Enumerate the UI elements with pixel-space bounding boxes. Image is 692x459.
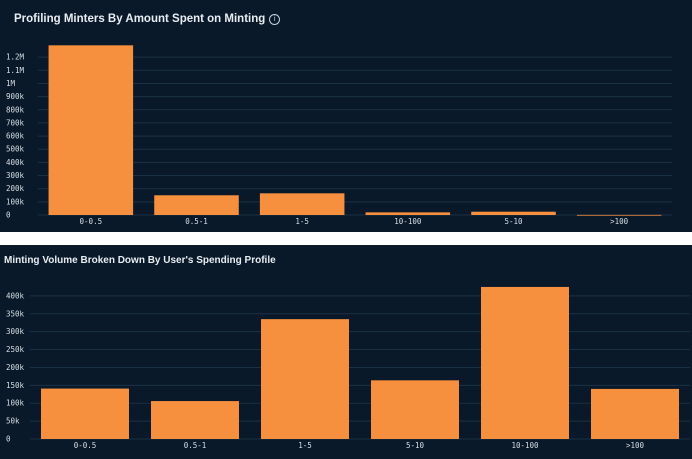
y-tick-label: 1M — [6, 79, 16, 88]
x-tick-label: 1-5 — [298, 441, 312, 450]
y-tick-label: 100k — [6, 399, 25, 408]
y-tick-label: 300k — [6, 327, 25, 336]
y-tick-label: 250k — [6, 345, 25, 354]
bar-5-10[interactable] — [371, 380, 459, 439]
x-tick-label: 5-10 — [406, 441, 425, 450]
x-tick-label: 0-0.5 — [74, 441, 97, 450]
x-tick-label: 0-0.5 — [80, 217, 103, 226]
bar-0-0.5[interactable] — [41, 388, 129, 439]
y-tick-label: 500k — [6, 145, 25, 154]
y-tick-label: 800k — [6, 105, 25, 114]
bar-chart-minters: 0 100k 200k 300k 400k 500k 600k 700k 800k 900k 1M 1… — [6, 45, 672, 226]
y-tick-label: 700k — [6, 118, 25, 127]
y-tick-label: 50k — [6, 417, 20, 426]
bar-10-100[interactable] — [481, 286, 569, 439]
y-tick-label: 200k — [6, 363, 25, 372]
bar-0.5-1[interactable] — [154, 195, 239, 215]
bar-0.5-1[interactable] — [151, 401, 239, 439]
x-tick-label: 0.5-1 — [184, 441, 207, 450]
x-tick-label: 10-100 — [511, 441, 539, 450]
bar-5-10[interactable] — [471, 211, 556, 215]
bar-10-100[interactable] — [365, 212, 451, 215]
x-tick-label: 5-10 — [504, 217, 523, 226]
y-tick-label: 200k — [6, 184, 25, 193]
chart-panel-minters: Profiling Minters By Amount Spent on Min… — [0, 0, 692, 232]
x-tick-label: 1-5 — [295, 217, 309, 226]
y-tick-label: 300k — [6, 171, 25, 180]
bar->100[interactable] — [576, 214, 662, 216]
y-tick-label: 0 — [6, 211, 11, 220]
x-tick-label: 0.5-1 — [185, 217, 208, 226]
x-tick-label: >100 — [626, 441, 645, 450]
y-tick-label: 150k — [6, 381, 25, 390]
bar-0-0.5[interactable] — [48, 45, 134, 215]
bar-1-5[interactable] — [261, 319, 349, 439]
chart-panel-volume: Minting Volume Broken Down By User's Spe… — [0, 245, 692, 459]
y-tick-label: 350k — [6, 309, 25, 318]
y-tick-label: 1.1M — [6, 66, 25, 75]
y-tick-label: 1.2M — [6, 53, 25, 62]
y-tick-label: 0 — [6, 435, 11, 444]
info-circle-icon[interactable]: i — [269, 14, 281, 25]
y-tick-label: 400k — [6, 291, 25, 300]
chart-title: Profiling Minters By Amount Spent on Min… — [14, 13, 281, 25]
y-tick-label: 100k — [6, 197, 25, 206]
bar-chart-volume: 0 50k 100k 150k 200k 250k 300k 350k 400k 0-0.5 0.5… — [6, 286, 690, 450]
bar-1-5[interactable] — [259, 193, 345, 215]
y-tick-label: 600k — [6, 132, 25, 141]
bar->100[interactable] — [591, 388, 679, 439]
y-tick-label: 400k — [6, 158, 25, 167]
x-tick-label: 10-100 — [394, 217, 422, 226]
chart-title: Minting Volume Broken Down By User's Spe… — [4, 255, 276, 266]
x-tick-label: >100 — [610, 217, 629, 226]
y-tick-label: 900k — [6, 92, 25, 101]
